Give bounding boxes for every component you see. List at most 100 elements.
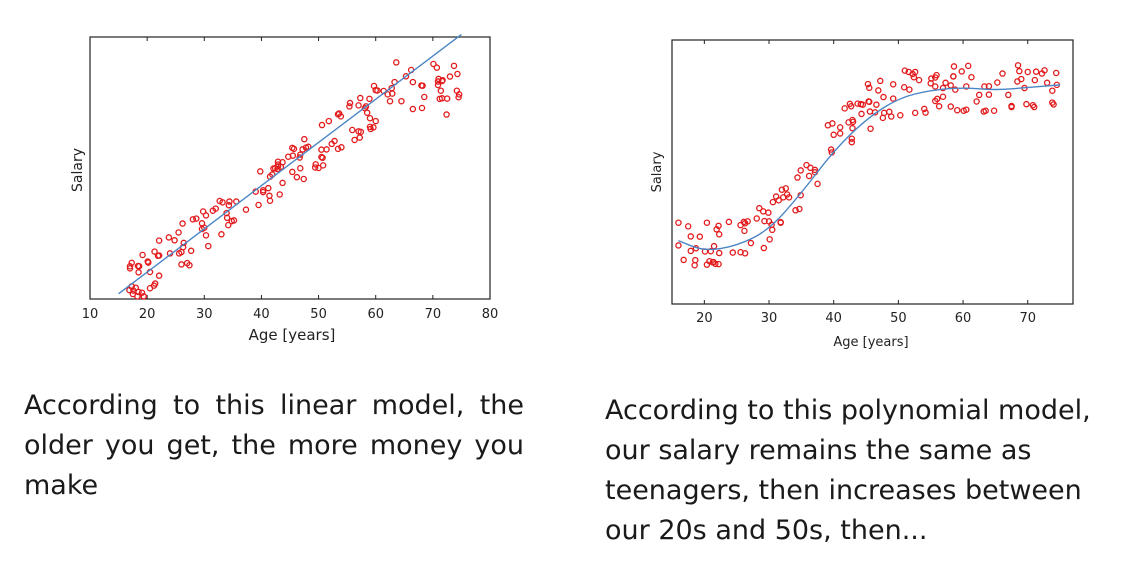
polynomial-data-point: [847, 103, 855, 110]
linear-data-point: [279, 179, 286, 187]
polynomial-data-point: [1032, 68, 1040, 75]
polynomial-data-point: [864, 80, 872, 88]
polynomial-data-point: [830, 131, 837, 139]
polynomial-data-point: [1008, 102, 1015, 110]
linear-data-point: [363, 109, 371, 116]
linear-data-point: [409, 78, 417, 86]
polynomial-data-point: [715, 260, 722, 268]
polynomial-data-point: [769, 198, 777, 206]
polynomial-y-axis-label: Salary: [650, 151, 665, 192]
polynomial-data-point: [964, 62, 972, 70]
linear-data-point: [301, 135, 308, 143]
linear-data-point: [370, 124, 377, 131]
linear-x-tick-label: 80: [482, 307, 499, 322]
polynomial-data-point: [888, 113, 895, 120]
polynomial-data-point: [725, 218, 733, 226]
polynomial-plot-frame: [671, 39, 1074, 305]
polynomial-data-point: [778, 186, 786, 193]
polynomial-data-point: [796, 205, 803, 213]
polynomial-data-point: [1031, 76, 1039, 84]
linear-data-point: [226, 198, 233, 205]
polynomial-data-point: [706, 257, 713, 265]
polynomial-x-axis-label: Age [years]: [833, 335, 908, 350]
polynomial-data-point: [901, 67, 909, 74]
polynomial-data-point: [857, 100, 865, 108]
linear-data-point: [357, 128, 365, 136]
polynomial-data-point: [889, 81, 897, 88]
linear-data-point: [202, 232, 210, 239]
polynomial-data-point: [753, 215, 760, 222]
polynomial-data-point: [973, 98, 980, 105]
linear-data-point: [257, 168, 264, 175]
linear-fit-line: [118, 33, 462, 295]
linear-data-point: [138, 289, 146, 296]
polynomial-data-point: [1030, 103, 1038, 111]
polynomial-data-point: [867, 125, 874, 132]
polynomial-data-point: [950, 63, 958, 70]
linear-data-point: [128, 259, 135, 267]
polynomial-fit-line: [678, 84, 1061, 251]
linear-data-point: [388, 84, 395, 92]
polynomial-data-point: [766, 236, 773, 243]
linear-data-point: [299, 146, 306, 153]
linear-data-point: [178, 261, 185, 268]
polynomial-data-point: [747, 239, 755, 247]
linear-data-point: [155, 272, 163, 279]
linear-data-point: [421, 93, 428, 101]
linear-data-point: [134, 262, 142, 270]
polynomial-chart: 20 30 40 50 60 70 Age [years] Salary: [650, 39, 1074, 350]
linear-data-point: [437, 87, 445, 94]
linear-fit-layer: [118, 33, 462, 295]
polynomial-data-point: [827, 146, 835, 153]
polynomial-data-point: [687, 233, 695, 240]
polynomial-data-point: [707, 247, 715, 255]
polynomial-data-point: [744, 218, 751, 225]
linear-data-point: [419, 82, 426, 89]
polynomial-data-point: [963, 106, 970, 113]
linear-data-point: [274, 158, 282, 165]
linear-data-point: [372, 86, 379, 94]
polynomial-data-point: [933, 95, 941, 103]
polynomial-data-point: [1052, 69, 1060, 77]
linear-data-point: [434, 78, 442, 85]
polynomial-data-point: [775, 196, 782, 204]
polynomial-data-point: [927, 80, 934, 87]
polynomial-data-point: [687, 247, 695, 255]
polynomial-data-point: [920, 105, 928, 113]
polynomial-data-point: [692, 256, 699, 264]
polynomial-data-point: [909, 70, 916, 78]
polynomial-data-point: [910, 73, 918, 81]
linear-data-point: [126, 262, 134, 270]
polynomial-data-point: [1023, 100, 1030, 108]
polynomial-x-tick-label: 50: [890, 311, 907, 326]
polynomial-data-point: [933, 71, 940, 79]
linear-data-point: [219, 199, 226, 206]
polynomial-data-point: [829, 120, 836, 127]
polynomial-x-tick-label: 70: [1019, 311, 1036, 326]
linear-data-point: [319, 162, 327, 169]
linear-data-point: [225, 201, 233, 209]
linear-data-point: [393, 59, 400, 66]
polynomial-data-point: [980, 108, 987, 115]
linear-data-point: [436, 95, 443, 103]
polynomial-data-point: [811, 166, 819, 174]
polynomial-data-point: [1050, 101, 1057, 108]
linear-data-point: [290, 145, 298, 153]
linear-data-point: [218, 231, 225, 238]
polynomial-data-point: [958, 68, 966, 75]
linear-y-axis-label: Salary: [70, 148, 86, 192]
polynomial-data-point: [710, 258, 717, 266]
linear-data-point: [337, 113, 345, 120]
linear-data-point: [255, 201, 262, 209]
linear-data-point: [277, 163, 285, 170]
polynomial-data-point: [675, 242, 682, 249]
polynomial-data-point: [942, 79, 949, 87]
polynomial-data-point: [849, 124, 856, 132]
linear-data-point: [175, 250, 183, 257]
linear-data-point: [454, 70, 461, 78]
linear-data-point: [183, 259, 191, 267]
linear-data-point: [443, 111, 450, 118]
polynomial-data-point: [963, 83, 970, 90]
polynomial-data-point: [911, 109, 919, 117]
polynomial-data-point: [765, 218, 773, 225]
